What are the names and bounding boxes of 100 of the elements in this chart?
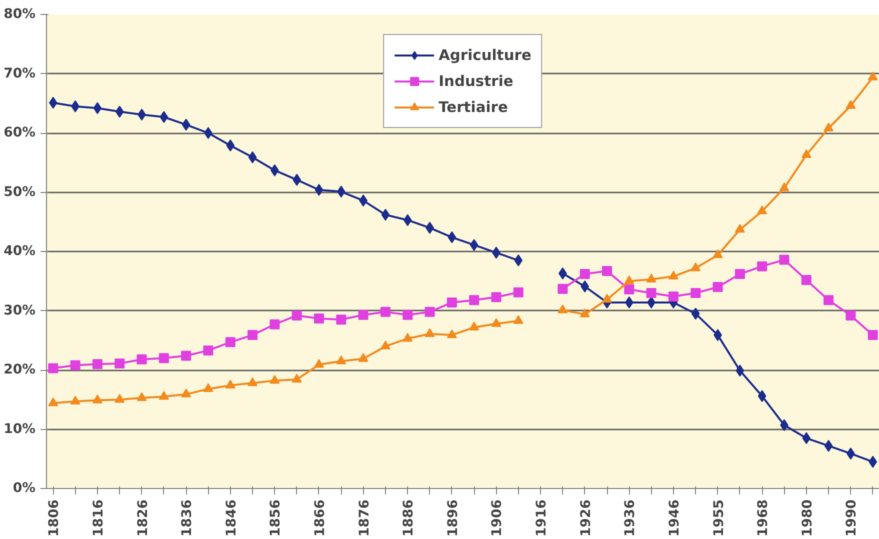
point <box>48 363 58 374</box>
point <box>846 100 856 109</box>
point <box>248 151 257 164</box>
point <box>469 295 480 306</box>
point <box>292 174 302 186</box>
point <box>403 214 412 226</box>
point <box>336 314 346 325</box>
point <box>801 149 812 158</box>
point <box>336 355 346 364</box>
point <box>802 432 811 444</box>
point <box>469 322 480 330</box>
point <box>160 111 168 124</box>
point <box>513 315 524 324</box>
point <box>624 284 634 294</box>
y-tick-label: 0% <box>12 481 36 496</box>
point <box>158 390 169 400</box>
point <box>470 238 478 251</box>
point <box>491 318 502 327</box>
x-tick-label: 1876 <box>357 499 372 537</box>
point <box>93 102 102 114</box>
point <box>846 310 856 320</box>
point <box>868 330 878 340</box>
x-tick-label: 1826 <box>136 499 151 537</box>
x-tick-label: 1980 <box>800 499 816 537</box>
point <box>624 296 634 308</box>
point <box>203 345 214 356</box>
point <box>668 270 678 280</box>
point <box>204 127 212 139</box>
point <box>690 288 701 298</box>
point <box>226 139 235 152</box>
point <box>292 374 302 383</box>
x-tick-label: 1816 <box>91 499 106 537</box>
point <box>824 440 833 452</box>
point <box>602 294 612 303</box>
point <box>580 280 590 292</box>
point <box>514 254 523 266</box>
point <box>48 96 58 109</box>
point <box>558 304 568 314</box>
point <box>734 224 745 233</box>
point <box>446 329 457 338</box>
point <box>491 292 502 302</box>
point <box>314 184 324 196</box>
point <box>646 288 656 298</box>
point <box>114 394 125 403</box>
point <box>92 359 102 370</box>
point <box>248 330 258 340</box>
point <box>801 274 812 285</box>
point <box>114 358 125 368</box>
point <box>181 388 192 398</box>
point <box>136 392 147 401</box>
point <box>182 118 190 131</box>
point <box>868 72 878 80</box>
point <box>824 122 834 132</box>
y-tick-label: 20% <box>4 362 36 378</box>
point <box>181 350 192 361</box>
x-tick-label: 1836 <box>180 499 196 537</box>
y-tick-label: 50% <box>4 184 36 200</box>
point <box>513 287 524 298</box>
x-tick-label: 1990 <box>844 499 860 537</box>
point <box>868 456 878 468</box>
point <box>736 364 744 377</box>
x-tick-label: 1866 <box>312 499 328 537</box>
point <box>734 269 745 280</box>
point <box>446 297 457 308</box>
point <box>558 284 568 294</box>
point <box>424 306 435 317</box>
point <box>624 275 634 284</box>
x-tick-label: 1926 <box>578 499 594 537</box>
x-tick-label: 1896 <box>446 499 461 537</box>
point <box>380 340 390 350</box>
x-tick-label: 1856 <box>268 499 284 537</box>
x-tick-label: 1886 <box>402 499 417 537</box>
point <box>712 282 723 292</box>
legend-label: Tertiaire <box>438 98 508 116</box>
point <box>758 390 766 402</box>
point <box>225 380 236 389</box>
point <box>336 186 346 198</box>
point <box>380 306 390 317</box>
x-tick-label: 1846 <box>224 499 240 537</box>
point <box>824 295 834 306</box>
point <box>779 254 790 265</box>
point <box>115 106 124 118</box>
x-tick-label: 1955 <box>712 499 727 537</box>
point <box>580 269 590 280</box>
point <box>358 353 368 362</box>
x-tick-label: 1968 <box>756 499 772 537</box>
point <box>70 360 80 370</box>
legend-label: Agriculture <box>438 46 532 64</box>
point <box>136 354 147 364</box>
point <box>248 377 258 386</box>
point <box>712 249 723 258</box>
y-tick-label: 60% <box>4 126 36 140</box>
point <box>70 396 80 404</box>
point <box>448 231 456 244</box>
point <box>270 319 280 330</box>
y-tick-label: 70% <box>4 66 36 82</box>
point <box>92 394 102 404</box>
point <box>402 332 413 342</box>
point <box>48 397 58 406</box>
x-tick-label: 1806 <box>47 499 62 537</box>
